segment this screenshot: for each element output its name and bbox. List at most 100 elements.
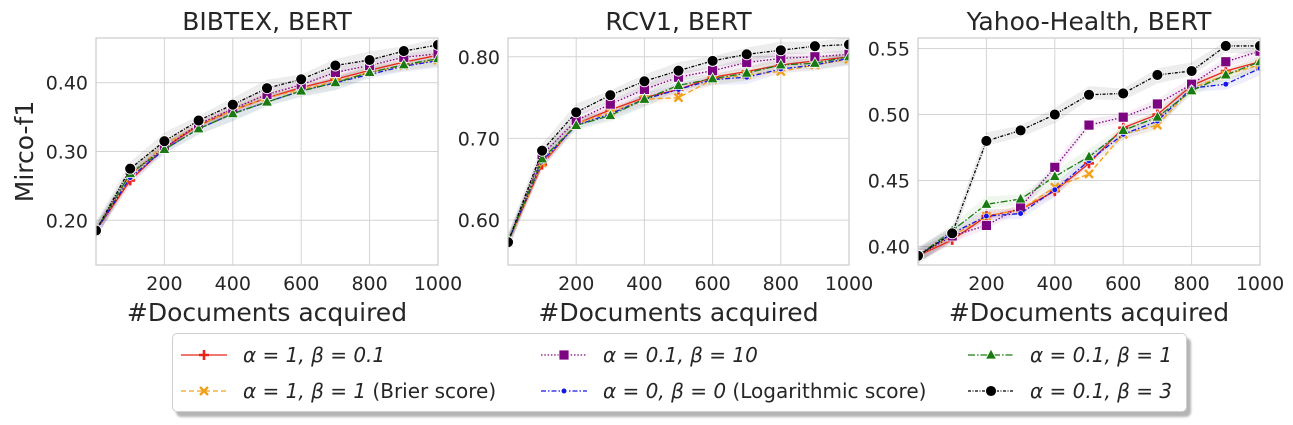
series-line xyxy=(508,53,849,243)
data-point xyxy=(1253,54,1260,67)
y-tick-label: 0.20 xyxy=(46,210,88,232)
series-line xyxy=(918,50,1260,257)
data-point xyxy=(842,49,849,62)
data-point xyxy=(1185,83,1198,96)
x-tick-label: 1000 xyxy=(1236,273,1284,295)
legend-item: α = 0.1, β = 10 xyxy=(539,340,758,370)
legend-marker-icon xyxy=(968,348,1014,360)
x-tick-label: 200 xyxy=(558,273,594,295)
y-tick-label: 0.80 xyxy=(458,47,500,69)
data-point xyxy=(983,213,990,220)
data-point xyxy=(158,135,171,148)
data-point xyxy=(431,51,438,64)
data-point xyxy=(604,89,617,102)
data-point xyxy=(199,350,209,360)
data-point xyxy=(560,387,568,395)
data-point xyxy=(1014,192,1027,204)
data-point xyxy=(980,134,993,147)
data-point xyxy=(199,386,209,396)
y-tick-label: 0.30 xyxy=(46,142,88,164)
x-tick-label: 600 xyxy=(283,273,319,295)
data-point xyxy=(673,92,684,103)
chart-panel: 200 400 600 800 1000 0.20 0.30 0.40 BIBTEX, BERT… xyxy=(10,7,462,327)
y-tick-label: 0.40 xyxy=(46,73,88,95)
data-point xyxy=(638,75,651,88)
chart-title: BIBTEX, BERT xyxy=(182,7,352,36)
x-tick-label: 600 xyxy=(694,273,730,295)
data-point xyxy=(1151,110,1164,122)
data-point xyxy=(261,82,273,95)
data-point xyxy=(226,98,239,111)
chart-panel: 200 400 600 800 1000 0.60 0.70 0.80 RCV1, BERT #D… xyxy=(458,7,873,327)
legend-item: α = 0, β = 0 (Logarithmic score) xyxy=(539,376,926,406)
y-tick-label: 0.70 xyxy=(458,128,500,150)
data-point xyxy=(1082,149,1096,162)
data-point xyxy=(740,66,753,78)
data-point xyxy=(1117,87,1130,100)
data-point xyxy=(570,118,583,130)
x-tick-label: 200 xyxy=(146,273,182,295)
x-tick-label: 1000 xyxy=(414,273,462,295)
x-tick-label: 400 xyxy=(215,273,251,295)
data-point xyxy=(329,59,342,72)
data-point xyxy=(1017,210,1024,217)
x-tick-label: 1000 xyxy=(825,273,873,295)
data-point xyxy=(984,348,998,360)
legend-item: α = 0.1, β = 3 xyxy=(966,376,1172,406)
legend-label: α = 1, β = 1 (Brier score) xyxy=(243,379,497,403)
x-tick-label: 800 xyxy=(763,273,799,295)
data-point xyxy=(1048,169,1061,181)
plot-area xyxy=(918,39,1260,265)
chart-panel: 200 400 600 800 1000 0.40 0.45 0.50 0.55 Yahoo-He… xyxy=(868,7,1284,327)
data-point xyxy=(843,48,849,60)
legend: α = 1, β = 0.1 α = 0.1, β = 10 α = 0.1, … xyxy=(172,333,1187,412)
data-point xyxy=(363,54,376,66)
legend-item: α = 1, β = 1 (Brier score) xyxy=(179,376,496,406)
legend-item: α = 1, β = 0.1 xyxy=(179,340,385,370)
y-axis-label: Mirco-f1 xyxy=(10,101,39,202)
data-point xyxy=(918,249,924,262)
y-tick-label: 0.55 xyxy=(868,39,910,61)
x-tick-label: 200 xyxy=(968,273,1004,295)
data-point xyxy=(981,220,992,231)
data-point xyxy=(774,58,787,70)
data-point xyxy=(295,73,308,86)
legend-label: α = 0.1, β = 10 xyxy=(603,343,758,367)
data-point xyxy=(1014,124,1027,137)
x-tick-label: 800 xyxy=(351,273,387,295)
data-point xyxy=(980,197,993,209)
legend-marker-icon xyxy=(181,386,227,396)
data-point xyxy=(1117,111,1129,123)
data-point xyxy=(558,349,570,361)
legend-item: α = 0.1, β = 1 xyxy=(966,340,1172,370)
data-point xyxy=(1151,69,1164,81)
chart-title: RCV1, BERT xyxy=(605,7,752,36)
confidence-band xyxy=(96,48,438,237)
data-point xyxy=(329,75,342,88)
legend-label: α = 0.1, β = 1 xyxy=(1030,343,1173,367)
data-point xyxy=(1048,108,1061,121)
y-tick-label: 0.50 xyxy=(868,105,910,127)
plot-area xyxy=(96,38,438,240)
confidence-band xyxy=(96,51,438,236)
legend-label: α = 1, β = 0.1 xyxy=(243,343,386,367)
data-point xyxy=(740,48,753,61)
data-point xyxy=(260,95,274,107)
plot-frame xyxy=(95,37,439,266)
x-tick-label: 600 xyxy=(1105,273,1141,295)
legend-marker-icon xyxy=(541,387,587,395)
data-point xyxy=(158,142,171,154)
data-point xyxy=(1219,39,1232,52)
data-point xyxy=(536,144,549,157)
data-point xyxy=(192,121,205,134)
data-point xyxy=(672,78,685,90)
data-point xyxy=(1254,39,1260,52)
data-point xyxy=(535,152,549,164)
data-point xyxy=(1051,186,1058,193)
data-point xyxy=(124,162,137,175)
legend-marker-icon xyxy=(968,385,1014,397)
data-point xyxy=(1083,88,1095,101)
data-point xyxy=(432,38,438,51)
x-tick-label: 400 xyxy=(1037,273,1073,295)
data-point xyxy=(397,57,410,70)
